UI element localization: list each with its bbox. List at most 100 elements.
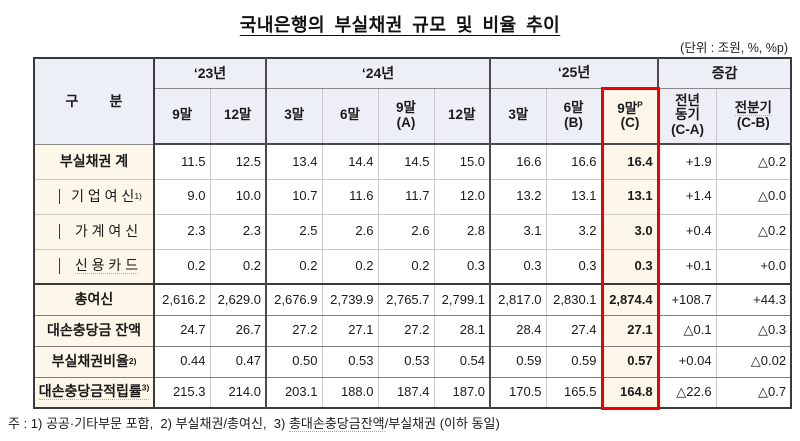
data-cell: △0.02 xyxy=(715,345,792,378)
footnote: 주 : 1) 공공·기타부문 포함, 2) 부실채권/총여신, 3) 총대손충당… xyxy=(8,413,500,432)
column-header: 9말 (A) xyxy=(377,87,435,145)
year-header-row: 구 분 ‘23년 ‘24년 ‘25년 증감 xyxy=(33,57,792,145)
data-cell: △0.1 xyxy=(657,314,717,347)
data-cell: 28.4 xyxy=(489,314,547,347)
data-cell: △0.2 xyxy=(715,143,792,180)
data-cell: 9.0 xyxy=(153,178,211,215)
data-cell: 0.57 xyxy=(600,345,660,378)
data-cell: 0.3 xyxy=(489,248,547,285)
data-cell: 3.0 xyxy=(600,213,660,250)
data-cell: 2,629.0 xyxy=(209,283,267,316)
column-header: 9말 xyxy=(153,87,211,145)
corner-header: 구 분 xyxy=(33,57,155,145)
data-cell: 2,817.0 xyxy=(489,283,547,316)
npl-table: 구 분 ‘23년 ‘24년 ‘25년 증감 9말 12말 3말 6말 9말 (A) 12말 3말 6말 (B… xyxy=(33,57,793,410)
data-cell: 27.4 xyxy=(545,314,603,347)
data-cell: 13.2 xyxy=(489,178,547,215)
data-cell: 0.53 xyxy=(377,345,435,378)
table-row: 부실채권비율 2) 0.44 0.47 0.50 0.53 0.53 0.54 0.59 0.59… xyxy=(33,345,792,378)
table-row: 대손충당금 잔액 24.7 26.7 27.2 27.1 27.2 28.1 28.4 27.4… xyxy=(33,314,792,347)
column-header: 6말 xyxy=(321,87,379,145)
data-cell: 0.53 xyxy=(321,345,379,378)
data-cell: 0.59 xyxy=(489,345,547,378)
data-cell: 11.7 xyxy=(377,178,435,215)
row-label: 부실채권비율 2) xyxy=(33,345,155,378)
data-cell: 28.1 xyxy=(433,314,491,347)
year-group-header: ‘24년 xyxy=(264,57,491,89)
data-cell: 0.59 xyxy=(545,345,603,378)
data-cell: 27.1 xyxy=(600,314,660,347)
data-cell: 14.4 xyxy=(321,143,379,180)
data-cell: 2,616.2 xyxy=(153,283,211,316)
data-cell: 0.2 xyxy=(153,248,211,285)
data-cell: 203.1 xyxy=(265,376,323,409)
data-cell: 13.1 xyxy=(545,178,603,215)
superscript: P xyxy=(637,99,643,110)
year-group-header: ‘25년 xyxy=(489,57,659,89)
data-cell: 2,874.4 xyxy=(600,283,660,316)
data-cell: △0.7 xyxy=(715,376,792,409)
year-group-header: ‘23년 xyxy=(153,57,267,89)
month-header-row: 9말 12말 3말 6말 9말 (A) 12말 3말 6말 (B) 9말P (C) 전년 동기 (C-A) 전… xyxy=(34,86,792,145)
data-cell: △0.0 xyxy=(715,178,792,215)
data-cell: 214.0 xyxy=(209,376,267,409)
data-cell: 3.2 xyxy=(545,213,603,250)
column-header: 6말 (B) xyxy=(545,87,603,145)
data-cell: 0.44 xyxy=(153,345,211,378)
data-cell: +1.9 xyxy=(657,143,717,180)
data-cell: 2,676.9 xyxy=(265,283,323,316)
table-body: 부실채권 계 11.5 12.5 13.4 14.4 14.5 15.0 16.6 16.6 16… xyxy=(33,143,792,410)
data-cell: 27.2 xyxy=(377,314,435,347)
data-cell: 11.6 xyxy=(321,178,379,215)
data-cell: 0.3 xyxy=(545,248,603,285)
column-header: 전분기 (C-B) xyxy=(715,87,792,145)
data-cell: 0.47 xyxy=(209,345,267,378)
data-cell: +0.0 xyxy=(715,248,792,285)
data-cell: 0.54 xyxy=(433,345,491,378)
table-row: 기 업 여 신 1) 9.0 10.0 10.7 11.6 11.7 12.0 13.2 13.1… xyxy=(33,178,792,215)
table-row: 부실채권 계 11.5 12.5 13.4 14.4 14.5 15.0 16.6 16.6 16… xyxy=(33,143,792,180)
row-label: 신 용 카 드 xyxy=(33,248,155,285)
data-cell: 12.0 xyxy=(433,178,491,215)
data-cell: 2.3 xyxy=(209,213,267,250)
data-cell: +0.4 xyxy=(657,213,717,250)
table-row: 총여신 2,616.2 2,629.0 2,676.9 2,739.9 2,765.7 2,… xyxy=(33,283,792,316)
data-cell: 188.0 xyxy=(321,376,379,409)
column-header: 9말P (C) xyxy=(600,86,660,145)
data-cell: 165.5 xyxy=(545,376,603,409)
data-cell: +1.4 xyxy=(657,178,717,215)
data-cell: 13.1 xyxy=(600,178,660,215)
data-cell: +0.04 xyxy=(657,345,717,378)
data-cell: 0.2 xyxy=(265,248,323,285)
table-row: 가 계 여 신 2.3 2.3 2.5 2.6 2.6 2.8 3.1 3.2 3.0 +0.4 △0… xyxy=(33,213,792,250)
data-cell: △22.6 xyxy=(657,376,717,409)
column-header: 전년 동기 (C-A) xyxy=(657,87,717,145)
data-cell: 0.50 xyxy=(265,345,323,378)
data-cell: 170.5 xyxy=(489,376,547,409)
data-cell: 11.5 xyxy=(153,143,211,180)
data-cell: 2.8 xyxy=(433,213,491,250)
data-cell: 27.2 xyxy=(265,314,323,347)
footnote-text: /부실채권 (이하 동일) xyxy=(384,416,500,431)
data-cell: 12.5 xyxy=(209,143,267,180)
data-cell: 0.2 xyxy=(209,248,267,285)
data-cell: 2.3 xyxy=(153,213,211,250)
row-label: 총여신 xyxy=(33,283,155,316)
data-cell: △0.2 xyxy=(715,213,792,250)
data-cell: △0.3 xyxy=(715,314,792,347)
data-cell: 2,830.1 xyxy=(545,283,603,316)
data-cell: 2.6 xyxy=(321,213,379,250)
data-cell: 3.1 xyxy=(489,213,547,250)
data-cell: 2.6 xyxy=(377,213,435,250)
data-cell: 24.7 xyxy=(153,314,211,347)
data-cell: 16.6 xyxy=(545,143,603,180)
row-label: 기 업 여 신 1) xyxy=(33,178,155,215)
data-cell: 2,765.7 xyxy=(377,283,435,316)
data-cell: 0.3 xyxy=(433,248,491,285)
data-cell: 0.3 xyxy=(600,248,660,285)
unit-note: (단위 : 조원, %, %p) xyxy=(680,41,788,55)
table-row: 대손충당금적립률3) 215.3 214.0 203.1 188.0 187.4 187.0… xyxy=(33,376,792,410)
data-cell: 164.8 xyxy=(600,376,660,410)
data-cell: +0.1 xyxy=(657,248,717,285)
